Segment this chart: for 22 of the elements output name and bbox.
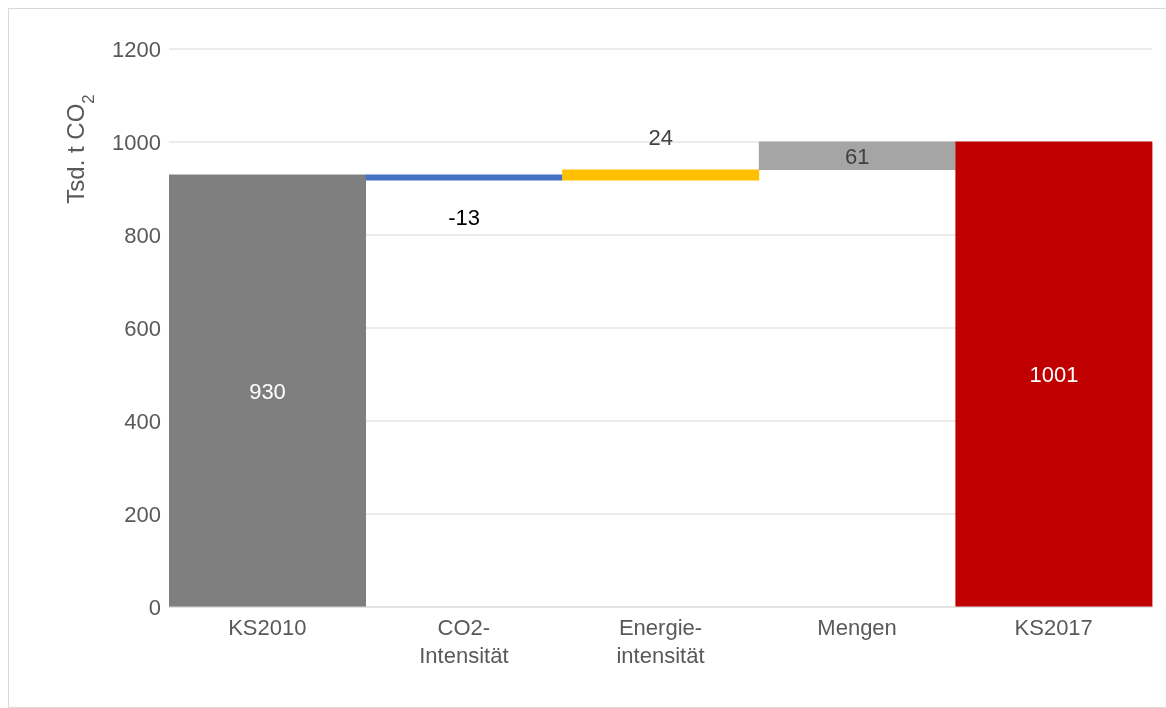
bar [562,169,760,181]
data-label: 1001 [1029,362,1079,388]
x-tick-label: KS2017 [1014,615,1093,640]
data-label: 930 [249,378,286,404]
y-tick-label: 600 [124,315,161,341]
bar [955,141,1153,607]
data-label: 61 [845,143,870,169]
data-label: -13 [448,204,480,230]
x-tick-label: Mengen [817,615,897,640]
bar [365,174,563,181]
data-label: 24 [648,125,673,151]
y-tick-label: 1000 [112,129,161,155]
bar [758,141,956,170]
y-tick-label: 800 [124,222,161,248]
y-tick-label: 0 [148,594,161,620]
x-tick-label: CO2-Intensität [419,615,509,668]
bar [169,174,366,607]
y-tick-label: 200 [124,501,161,527]
x-tick-label: Energie-intensität [616,615,705,668]
y-tick-label: 400 [124,408,161,434]
x-tick-label: KS2010 [228,615,307,640]
y-tick-label: 1200 [112,36,161,62]
